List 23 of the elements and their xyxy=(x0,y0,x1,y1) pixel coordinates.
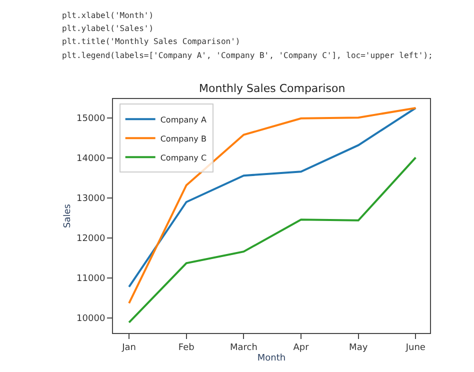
text: plt.title('Monthly Sales Comparison') xyxy=(62,37,240,46)
x-axis-title: Month xyxy=(257,354,286,364)
legend-label: Company B xyxy=(160,134,206,144)
text: plt.ylabel('Sales') xyxy=(62,24,154,33)
x-tick-label: Feb xyxy=(178,342,195,353)
chart-title: Monthly Sales Comparison xyxy=(199,82,346,95)
y-axis-title: Sales xyxy=(62,204,73,228)
x-tick-label: March xyxy=(230,342,258,353)
x-tick-label: May xyxy=(349,342,368,353)
y-tick-label: 14000 xyxy=(76,154,106,164)
y-tick-label: 10000 xyxy=(76,314,106,324)
y-tick-label: 12000 xyxy=(76,234,106,244)
x-tick-label: Apr xyxy=(293,342,310,353)
text: plt.xlabel('Month') xyxy=(62,11,154,20)
y-tick-label: 13000 xyxy=(76,194,106,204)
legend-label: Company C xyxy=(160,153,207,162)
x-tick-label: Jan xyxy=(121,342,136,353)
x-tick-label: June xyxy=(404,342,426,353)
y-tick-label: 15000 xyxy=(76,114,106,124)
line-series xyxy=(128,156,417,324)
y-tick-label: 11000 xyxy=(76,274,106,284)
legend-label: Company A xyxy=(160,115,207,124)
text: plt.legend(labels=['Company A', 'Company B', 'Company C'], loc='upper left'); xyxy=(62,51,433,60)
